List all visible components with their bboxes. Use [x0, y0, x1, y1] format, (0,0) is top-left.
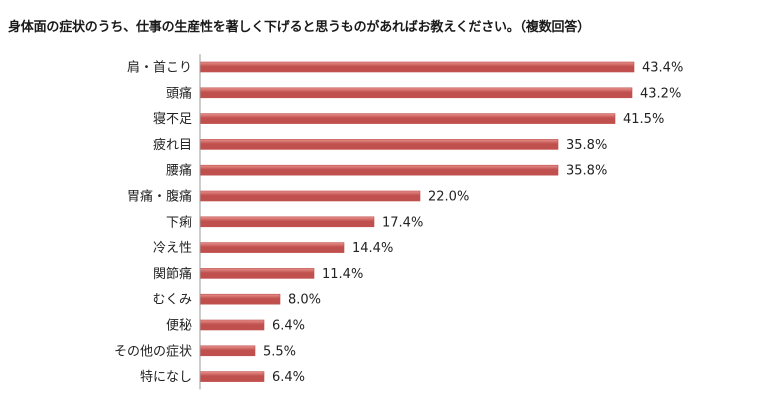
bar — [199, 371, 265, 382]
category-label: 腰痛 — [166, 163, 192, 179]
category-label: 便秘 — [166, 319, 192, 334]
bar — [199, 139, 559, 150]
bar — [199, 113, 616, 124]
value-label: 17.4% — [382, 215, 423, 230]
category-label: 関節痛 — [153, 266, 192, 282]
value-label: 43.2% — [640, 86, 681, 101]
bar — [199, 242, 345, 253]
value-label: 6.4% — [272, 319, 305, 334]
category-label: 下痢 — [166, 214, 192, 230]
category-label: 肩・首こり — [127, 60, 192, 76]
value-label: 22.0% — [428, 190, 469, 205]
bar — [199, 61, 635, 73]
value-label: 5.5% — [263, 344, 296, 359]
value-label: 43.4% — [642, 61, 683, 76]
bar — [199, 87, 633, 99]
value-label: 41.5% — [623, 112, 664, 127]
bar — [199, 319, 265, 331]
bar — [199, 293, 281, 305]
bar — [199, 345, 256, 357]
category-label: 特になし — [140, 370, 192, 385]
category-label: むくみ — [152, 293, 192, 308]
value-label: 14.4% — [352, 241, 393, 256]
category-label: 頭痛 — [166, 85, 192, 101]
category-label: 疲れ目 — [153, 137, 192, 153]
category-label: 胃痛・腹痛 — [127, 189, 192, 205]
value-label: 35.8% — [566, 164, 607, 179]
bar-group: 肩・首こり 43.4% 頭痛 43.2% 寝不足 41.5% 疲れ目 35.8% 腰痛 35.8%… — [114, 60, 683, 386]
chart-title: 身体面の症状のうち、仕事の生産性を著しく下げると思うものがあればお教えください。… — [8, 20, 590, 35]
bar — [199, 190, 421, 202]
bar — [199, 268, 315, 279]
value-label: 35.8% — [566, 138, 607, 153]
category-label: 冷え性 — [153, 241, 192, 256]
bar — [199, 164, 559, 176]
value-label: 6.4% — [272, 370, 305, 385]
value-label: 11.4% — [322, 267, 363, 282]
category-label: その他の症状 — [114, 344, 192, 359]
bar — [199, 216, 375, 228]
value-label: 8.0% — [288, 293, 321, 308]
category-label: 寝不足 — [153, 111, 192, 127]
